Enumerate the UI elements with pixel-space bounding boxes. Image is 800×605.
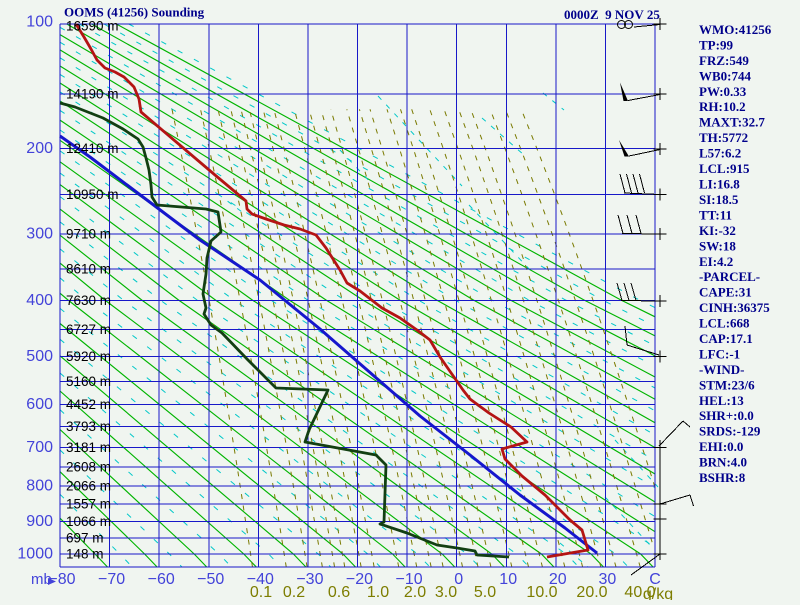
svg-text:LCL:668: LCL:668: [699, 316, 750, 331]
svg-text:16590 m: 16590 m: [66, 19, 119, 34]
svg-text:−20: −20: [346, 571, 373, 588]
svg-text:WMO:41256: WMO:41256: [699, 22, 772, 37]
svg-text:800: 800: [26, 478, 53, 495]
svg-text:5.0: 5.0: [474, 584, 496, 600]
svg-text:0.6: 0.6: [328, 584, 350, 600]
svg-text:500: 500: [26, 348, 53, 365]
svg-text:−60: −60: [148, 571, 175, 588]
svg-text:−70: −70: [98, 571, 125, 588]
svg-text:C: C: [649, 571, 661, 588]
svg-text:CAPE:31: CAPE:31: [699, 285, 752, 300]
svg-text:0.2: 0.2: [283, 584, 305, 600]
svg-text:200: 200: [26, 140, 53, 157]
svg-text:-PARCEL-: -PARCEL-: [699, 269, 760, 284]
svg-text:8610 m: 8610 m: [66, 262, 111, 277]
svg-text:BSHR:8: BSHR:8: [699, 470, 746, 485]
svg-text:EHI:0.0: EHI:0.0: [699, 439, 743, 454]
svg-text:HEL:13: HEL:13: [699, 393, 744, 408]
svg-text:g/kg: g/kg: [643, 586, 673, 600]
svg-text:−80: −80: [48, 571, 75, 588]
svg-text:700: 700: [26, 439, 53, 456]
svg-text:TT:11: TT:11: [699, 207, 732, 222]
svg-text:5160 m: 5160 m: [66, 374, 111, 389]
svg-text:100: 100: [26, 14, 53, 31]
svg-text:900: 900: [26, 513, 53, 530]
svg-text:20: 20: [549, 571, 567, 588]
svg-text:7630 m: 7630 m: [66, 293, 111, 308]
svg-text:400: 400: [26, 292, 53, 309]
svg-text:4452 m: 4452 m: [66, 397, 111, 412]
svg-text:10.0: 10.0: [526, 584, 557, 600]
svg-text:LI:16.8: LI:16.8: [699, 177, 740, 192]
svg-text:RH:10.2: RH:10.2: [699, 99, 746, 114]
svg-text:−10: −10: [396, 571, 423, 588]
svg-text:6727 m: 6727 m: [66, 322, 111, 337]
svg-text:KI:-32: KI:-32: [699, 223, 736, 238]
svg-text:300: 300: [26, 225, 53, 242]
svg-text:STM:23/6: STM:23/6: [699, 377, 755, 392]
svg-text:LCL:915: LCL:915: [699, 161, 750, 176]
svg-text:2.0: 2.0: [404, 584, 426, 600]
svg-text:TH:5772: TH:5772: [699, 130, 748, 145]
svg-text:L57:6.2: L57:6.2: [699, 146, 741, 161]
svg-text:697 m: 697 m: [66, 531, 104, 546]
svg-text:1000: 1000: [17, 546, 53, 563]
svg-text:SRDS:-129: SRDS:-129: [699, 424, 761, 439]
svg-text:2066 m: 2066 m: [66, 479, 111, 494]
svg-text:20.0: 20.0: [576, 584, 607, 600]
svg-text:3181 m: 3181 m: [66, 440, 111, 455]
svg-text:30: 30: [599, 571, 617, 588]
svg-text:148 m: 148 m: [66, 547, 104, 562]
svg-text:LFC:-1: LFC:-1: [699, 346, 740, 361]
svg-text:2608 m: 2608 m: [66, 460, 111, 475]
svg-text:0: 0: [454, 571, 463, 588]
svg-text:14190 m: 14190 m: [66, 86, 119, 101]
svg-text:0000Z 9 NOV 25: 0000Z 9 NOV 25: [564, 7, 660, 22]
svg-text:10: 10: [499, 571, 517, 588]
svg-text:EI:4.2: EI:4.2: [699, 254, 733, 269]
svg-text:1557 m: 1557 m: [66, 497, 111, 512]
svg-text:SHR+:0.0: SHR+:0.0: [699, 408, 754, 423]
svg-text:MAXT:32.7: MAXT:32.7: [699, 115, 765, 130]
svg-text:1066 m: 1066 m: [66, 514, 111, 529]
svg-text:TP:99: TP:99: [699, 38, 733, 53]
svg-text:600: 600: [26, 396, 53, 413]
svg-text:OOMS (41256) Sounding: OOMS (41256) Sounding: [64, 5, 205, 20]
svg-text:CINH:36375: CINH:36375: [699, 300, 770, 315]
svg-text:40.0: 40.0: [624, 584, 655, 600]
svg-text:SI:18.5: SI:18.5: [699, 192, 739, 207]
svg-text:-WIND-: -WIND-: [699, 362, 745, 377]
svg-text:mb: mb: [31, 571, 52, 588]
svg-text:PW:0.33: PW:0.33: [699, 84, 747, 99]
svg-text:−50: −50: [197, 571, 224, 588]
svg-text:−30: −30: [296, 571, 323, 588]
svg-text:3.0: 3.0: [435, 584, 457, 600]
svg-text:9710 m: 9710 m: [66, 226, 111, 241]
svg-text:WB0:744: WB0:744: [699, 68, 752, 83]
svg-text:10950 m: 10950 m: [66, 187, 119, 202]
svg-text:1.0: 1.0: [367, 584, 389, 600]
svg-text:−40: −40: [247, 571, 274, 588]
svg-text:3793 m: 3793 m: [66, 419, 111, 434]
svg-text:SW:18: SW:18: [699, 238, 736, 253]
svg-text:12410 m: 12410 m: [66, 141, 119, 156]
svg-text:CAP:17.1: CAP:17.1: [699, 331, 753, 346]
svg-text:BRN:4.0: BRN:4.0: [699, 455, 747, 470]
svg-text:0.1: 0.1: [250, 584, 272, 600]
svg-text:5920 m: 5920 m: [66, 349, 111, 364]
svg-text:FRZ:549: FRZ:549: [699, 53, 749, 68]
